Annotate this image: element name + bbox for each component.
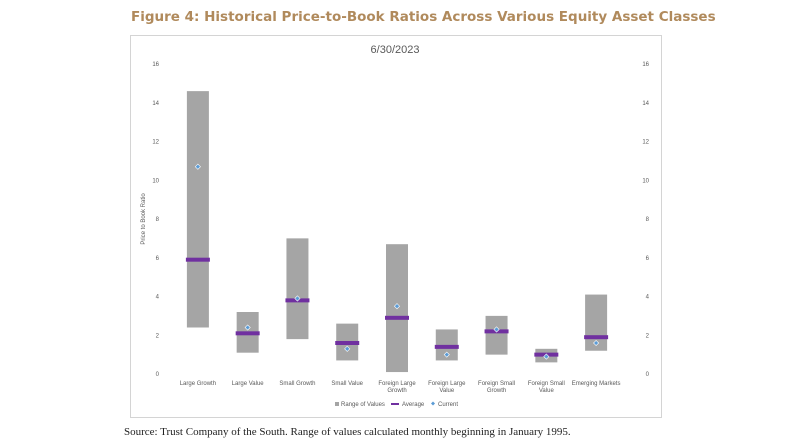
average-mark bbox=[335, 341, 360, 345]
current-marker bbox=[493, 326, 500, 333]
figure-title: Figure 4: Historical Price-to-Book Ratio… bbox=[131, 9, 716, 25]
range-bars bbox=[186, 91, 608, 373]
category-label-line: Large Growth bbox=[180, 381, 216, 387]
current-marks bbox=[194, 163, 600, 360]
y-tick-label-left: 4 bbox=[156, 295, 160, 301]
y-tick-label-left: 0 bbox=[156, 372, 160, 378]
average-mark bbox=[434, 344, 459, 349]
y-tick-label-left: 8 bbox=[156, 217, 160, 223]
category-label-line: Value bbox=[439, 388, 455, 394]
category-label: Foreign Large Value bbox=[428, 381, 466, 394]
average-mark bbox=[584, 335, 609, 340]
category-label: Emerging Markets bbox=[572, 381, 621, 387]
category-label-line: Foreign Large bbox=[428, 381, 466, 387]
current-marker bbox=[443, 351, 450, 358]
y-tick-label-right: 14 bbox=[642, 101, 649, 107]
legend-swatch-average bbox=[391, 403, 399, 405]
category-label-line: Small Growth bbox=[279, 381, 315, 387]
average-mark bbox=[385, 315, 409, 320]
y-tick-label-left: 2 bbox=[156, 333, 160, 339]
y-tick-label-left: 6 bbox=[156, 256, 160, 262]
y-tick-label-left: 16 bbox=[152, 62, 159, 68]
source-note: Source: Trust Company of the South. Rang… bbox=[124, 426, 571, 438]
category-label: Foreign Small Value bbox=[528, 381, 565, 394]
y-tick-label-right: 12 bbox=[642, 140, 649, 146]
legend-swatch-range bbox=[335, 402, 339, 406]
current-marker bbox=[393, 303, 401, 310]
category-label-line: Foreign Large bbox=[378, 381, 416, 387]
price-to-book-chart: 6/30/2023 Price to Book Ratio 0 2 4 6 8 10 12 1… bbox=[141, 44, 650, 408]
category-label-line: Value bbox=[539, 388, 555, 394]
y-tick-label-right: 0 bbox=[646, 372, 650, 378]
category-label-line: Large Value bbox=[232, 381, 265, 387]
current-marker bbox=[593, 339, 600, 347]
category-label-line: Emerging Markets bbox=[572, 381, 621, 387]
legend: Range of Values Average Current bbox=[335, 401, 458, 408]
current-marker bbox=[194, 163, 201, 170]
category-label-line: Small Value bbox=[331, 381, 363, 387]
average-mark bbox=[235, 331, 260, 336]
category-label: Large Growth bbox=[180, 381, 216, 387]
y-tick-label-right: 2 bbox=[646, 333, 650, 339]
range-bar bbox=[485, 315, 508, 355]
category-label-line: Growth bbox=[487, 388, 506, 394]
y-tick-label-right: 16 bbox=[642, 62, 649, 68]
average-mark bbox=[185, 257, 210, 262]
category-label-line: Foreign Small bbox=[478, 381, 515, 387]
chart-frame: 6/30/2023 Price to Book Ratio 0 2 4 6 8 10 12 1… bbox=[130, 35, 662, 418]
category-label: Foreign Large Growth bbox=[378, 381, 416, 394]
y-tick-label-right: 4 bbox=[646, 295, 650, 301]
range-bar bbox=[286, 238, 309, 340]
chart-title: 6/30/2023 bbox=[371, 44, 420, 56]
y-tick-label-right: 6 bbox=[646, 256, 650, 262]
y-axis-right: 0 2 4 6 8 10 12 14 16 bbox=[642, 62, 649, 378]
category-label-line: Foreign Small bbox=[528, 381, 565, 387]
current-marker bbox=[543, 353, 550, 360]
y-tick-label-left: 10 bbox=[152, 178, 159, 184]
current-marker bbox=[344, 345, 351, 352]
category-label-line: Growth bbox=[387, 388, 406, 394]
legend-label-current: Current bbox=[438, 402, 458, 408]
legend-label-range: Range of Values bbox=[341, 402, 385, 408]
legend-label-average: Average bbox=[402, 402, 425, 408]
y-tick-label-left: 14 bbox=[152, 101, 159, 107]
y-axis-left: 0 2 4 6 8 10 12 14 16 bbox=[152, 62, 159, 378]
category-labels: Large Growth Large Value Small Growth Small… bbox=[180, 381, 621, 394]
current-marker bbox=[244, 324, 251, 331]
current-marker bbox=[294, 295, 301, 302]
y-tick-label-left: 12 bbox=[152, 140, 159, 146]
category-label: Foreign Small Growth bbox=[478, 381, 515, 394]
legend-swatch-current bbox=[431, 401, 435, 406]
category-label: Small Value bbox=[331, 381, 363, 387]
y-axis-label: Price to Book Ratio bbox=[141, 193, 147, 245]
y-tick-label-right: 10 bbox=[642, 178, 649, 184]
range-bar bbox=[186, 91, 209, 328]
category-label: Small Growth bbox=[279, 381, 315, 387]
y-tick-label-right: 8 bbox=[646, 217, 650, 223]
category-label: Large Value bbox=[232, 381, 265, 387]
